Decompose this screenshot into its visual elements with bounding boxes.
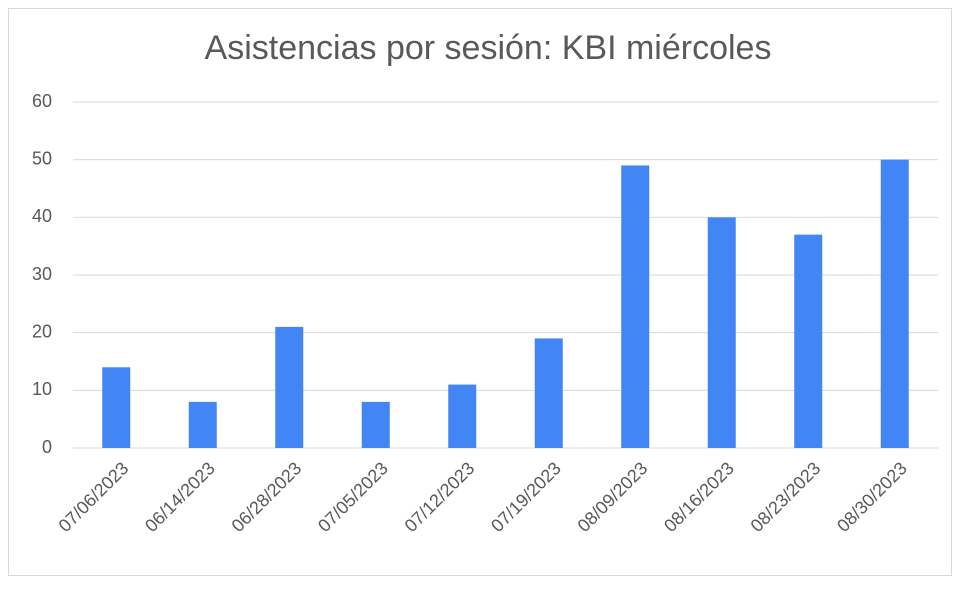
bar: [448, 384, 477, 448]
bar: [794, 234, 823, 448]
bar: [880, 159, 909, 448]
y-tick-label: 60: [32, 91, 52, 111]
bar: [621, 165, 650, 448]
y-tick-label: 40: [32, 206, 52, 226]
bar: [188, 401, 217, 448]
y-tick-label: 30: [32, 264, 52, 284]
y-tick-label: 50: [32, 148, 52, 168]
y-tick-label: 20: [32, 321, 52, 341]
y-tick-label: 10: [32, 379, 52, 399]
y-tick-label: 0: [42, 437, 52, 457]
chart-title: Asistencias por sesión: KBI miércoles: [205, 29, 772, 67]
bar: [361, 401, 390, 448]
bar: [275, 326, 304, 448]
bar: [102, 367, 131, 448]
bar: [707, 217, 736, 448]
bar: [534, 338, 563, 448]
